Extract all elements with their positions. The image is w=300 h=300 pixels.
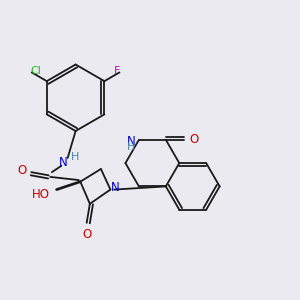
Text: N: N xyxy=(58,156,67,169)
Text: F: F xyxy=(114,66,121,76)
Text: H: H xyxy=(127,142,135,152)
Text: O: O xyxy=(190,133,199,146)
Text: Cl: Cl xyxy=(31,66,41,76)
Text: HO: HO xyxy=(32,188,50,201)
Text: N: N xyxy=(127,135,135,148)
Text: O: O xyxy=(82,228,91,241)
Text: H: H xyxy=(70,152,79,162)
Text: O: O xyxy=(17,164,26,177)
Text: N: N xyxy=(111,182,119,194)
